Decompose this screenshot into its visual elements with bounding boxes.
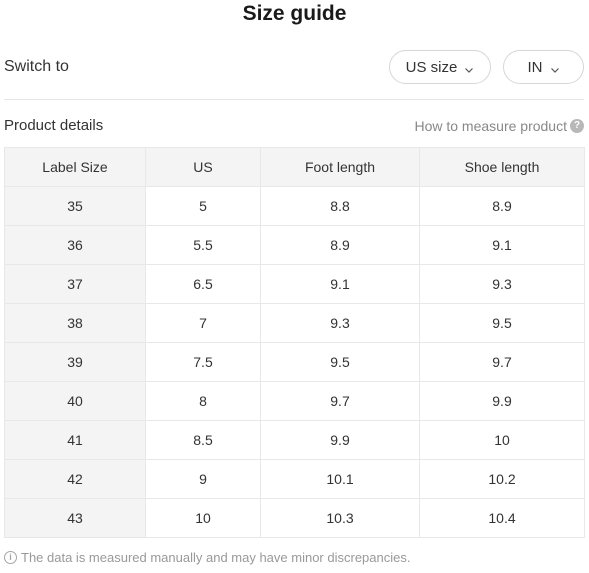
table-cell: 42 (4, 459, 146, 499)
column-header: Label Size (4, 147, 146, 187)
divider (4, 99, 584, 100)
table-cell: 9 (145, 459, 261, 499)
chevron-down-icon (464, 62, 474, 73)
table-row: 43 10 10.3 10.4 (4, 498, 585, 538)
table-cell: 38 (4, 303, 146, 343)
table-row: 36 5.5 8.9 9.1 (4, 225, 585, 265)
table-cell: 10.4 (419, 498, 585, 538)
unit-value: IN (527, 58, 543, 76)
table-cell: 9.3 (419, 264, 585, 304)
disclaimer-note: i The data is measured manually and may … (4, 550, 410, 565)
table-cell: 8 (145, 381, 261, 421)
chevron-down-icon (550, 62, 560, 73)
table-cell: 43 (4, 498, 146, 538)
size-system-dropdown[interactable]: US size (389, 50, 491, 84)
how-to-measure-text: How to measure product (414, 118, 567, 134)
table-cell: 10.1 (260, 459, 420, 499)
table-cell: 36 (4, 225, 146, 265)
column-header: Shoe length (419, 147, 585, 187)
table-row: 42 9 10.1 10.2 (4, 459, 585, 499)
table-cell: 7.5 (145, 342, 261, 382)
table-cell: 8.5 (145, 420, 261, 460)
table-cell: 40 (4, 381, 146, 421)
table-cell: 10 (419, 420, 585, 460)
table-cell: 9.1 (260, 264, 420, 304)
size-table: Label Size US Foot length Shoe length 35… (4, 147, 585, 538)
table-cell: 6.5 (145, 264, 261, 304)
table-row: 41 8.5 9.9 10 (4, 420, 585, 460)
column-header: Foot length (260, 147, 420, 187)
table-cell: 7 (145, 303, 261, 343)
table-cell: 9.5 (260, 342, 420, 382)
table-body: 35 5 8.8 8.9 36 5.5 8.9 9.1 37 6.5 9.1 9.3 38 7 9.3 9.5… (4, 186, 585, 538)
table-cell: 9.7 (419, 342, 585, 382)
table-cell: 10.3 (260, 498, 420, 538)
table-cell: 9.9 (419, 381, 585, 421)
table-cell: 9.5 (419, 303, 585, 343)
size-system-value: US size (405, 58, 458, 76)
table-row: 38 7 9.3 9.5 (4, 303, 585, 343)
table-cell: 9.7 (260, 381, 420, 421)
table-cell: 9.1 (419, 225, 585, 265)
table-cell: 10.2 (419, 459, 585, 499)
table-cell: 8.8 (260, 186, 420, 226)
table-row: 37 6.5 9.1 9.3 (4, 264, 585, 304)
table-row: 39 7.5 9.5 9.7 (4, 342, 585, 382)
switch-row: Switch to US size IN (4, 50, 584, 84)
question-circle-icon: ? (570, 119, 584, 133)
switch-label: Switch to (4, 58, 69, 75)
column-header: US (145, 147, 261, 187)
table-cell: 5 (145, 186, 261, 226)
table-cell: 37 (4, 264, 146, 304)
table-cell: 35 (4, 186, 146, 226)
disclaimer-text: The data is measured manually and may ha… (21, 550, 411, 565)
table-row: 40 8 9.7 9.9 (4, 381, 585, 421)
info-circle-icon: i (4, 551, 17, 564)
table-cell: 9.3 (260, 303, 420, 343)
table-cell: 8.9 (260, 225, 420, 265)
product-details-label: Product details (4, 117, 104, 134)
table-cell: 39 (4, 342, 146, 382)
table-cell: 41 (4, 420, 146, 460)
table-cell: 9.9 (260, 420, 420, 460)
table-row: 35 5 8.8 8.9 (4, 186, 585, 226)
table-cell: 8.9 (419, 186, 585, 226)
product-details-row: Product details How to measure product ? (4, 116, 584, 138)
page-title: Size guide (242, 2, 347, 25)
how-to-measure-link[interactable]: How to measure product ? (414, 118, 584, 134)
table-header-row: Label Size US Foot length Shoe length (4, 147, 585, 187)
table-cell: 5.5 (145, 225, 261, 265)
unit-dropdown[interactable]: IN (503, 50, 584, 84)
table-cell: 10 (145, 498, 261, 538)
